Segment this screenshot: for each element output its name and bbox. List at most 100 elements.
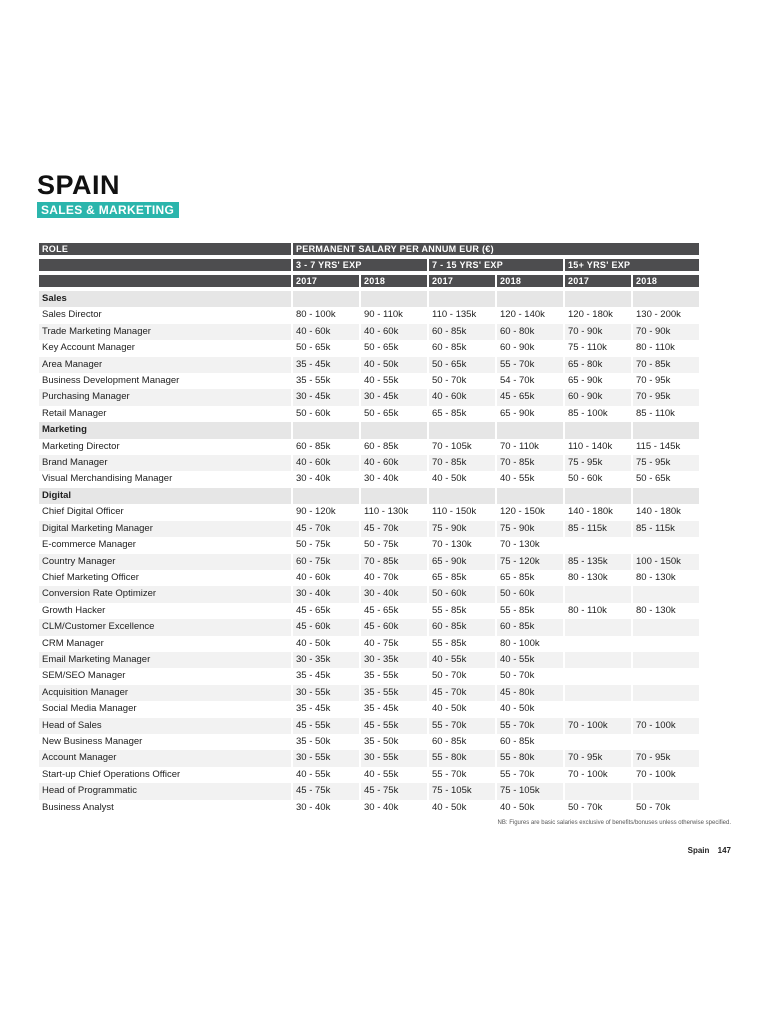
- table-row: Marketing Director 60 - 85k 60 - 85k 70 - 1…: [39, 438, 699, 456]
- salary-cell: 60 - 85k: [429, 340, 495, 357]
- salary-cell: 70 - 105k: [429, 438, 495, 456]
- table-row: Country Manager 60 - 75k 70 - 85k 65 - 90k 7…: [39, 553, 699, 570]
- experience-group-header: 3 - 7 YRS' EXP: [293, 259, 427, 271]
- salary-cell: 70 - 85k: [429, 455, 495, 472]
- salary-cell: 70 - 95k: [633, 373, 699, 390]
- table-row: CRM Manager 40 - 50k 40 - 75k 55 - 85k 80 - …: [39, 635, 699, 652]
- salary-cell: 45 - 70k: [361, 520, 427, 538]
- role-name: Purchasing Manager: [39, 389, 291, 406]
- salary-cell: 40 - 50k: [497, 799, 563, 816]
- year-header: 2018: [361, 275, 427, 287]
- salary-cell: [633, 586, 699, 603]
- role-name: Area Manager: [39, 356, 291, 374]
- table-row: Head of Sales 45 - 55k 45 - 55k 55 - 70k 55 …: [39, 717, 699, 734]
- salary-cell: [633, 422, 699, 439]
- category-row: Digital: [39, 487, 699, 505]
- role-name: Business Development Manager: [39, 373, 291, 390]
- salary-cell: 45 - 60k: [293, 619, 359, 636]
- salary-cell: 60 - 85k: [361, 438, 427, 456]
- salary-cell: [633, 651, 699, 669]
- salary-cell: [497, 291, 563, 308]
- table-row: Head of Programmatic 45 - 75k 45 - 75k 75 -…: [39, 783, 699, 800]
- salary-cell: 30 - 40k: [361, 471, 427, 488]
- salary-cell: 60 - 85k: [293, 438, 359, 456]
- salary-cell: 50 - 70k: [429, 373, 495, 390]
- salary-cell: 60 - 85k: [497, 733, 563, 751]
- salary-cell: 35 - 55k: [361, 668, 427, 685]
- salary-cell: 45 - 55k: [361, 717, 427, 734]
- salary-cell: 85 - 115k: [565, 520, 631, 538]
- salary-cell: [633, 635, 699, 652]
- salary-cell: 45 - 75k: [293, 783, 359, 800]
- salary-cell: 75 - 120k: [497, 553, 563, 570]
- salary-cell: 40 - 55k: [361, 373, 427, 390]
- role-name: CLM/Customer Excellence: [39, 619, 291, 636]
- table-row: Retail Manager 50 - 60k 50 - 65k 65 - 85k 65…: [39, 405, 699, 423]
- salary-cell: 70 - 100k: [633, 717, 699, 734]
- salary-cell: [565, 701, 631, 718]
- salary-cell: 55 - 70k: [429, 717, 495, 734]
- role-name: Trade Marketing Manager: [39, 323, 291, 341]
- salary-cell: 35 - 45k: [293, 356, 359, 374]
- salary-cell: 45 - 70k: [293, 520, 359, 538]
- salary-cell: 35 - 45k: [293, 701, 359, 718]
- table-row: Business Development Manager 35 - 55k 40 -…: [39, 373, 699, 390]
- salary-cell: 120 - 180k: [565, 307, 631, 324]
- salary-cell: 30 - 40k: [293, 799, 359, 816]
- salary-cell: [497, 422, 563, 439]
- salary-cell: 45 - 65k: [497, 389, 563, 406]
- salary-cell: 75 - 95k: [565, 455, 631, 472]
- salary-cell: 50 - 65k: [429, 356, 495, 374]
- salary-cell: 85 - 135k: [565, 553, 631, 570]
- salary-cell: [565, 783, 631, 800]
- salary-cell: 35 - 50k: [293, 733, 359, 751]
- salary-cell: 50 - 60k: [429, 586, 495, 603]
- salary-cell: 115 - 145k: [633, 438, 699, 456]
- salary-cell: [293, 487, 359, 505]
- salary-cell: [361, 422, 427, 439]
- salary-cell: 70 - 90k: [633, 323, 699, 341]
- salary-cell: 40 - 50k: [429, 471, 495, 488]
- salary-cell: 80 - 130k: [565, 569, 631, 587]
- salary-cell: 55 - 85k: [429, 602, 495, 620]
- role-name: CRM Manager: [39, 635, 291, 652]
- salary-cell: [429, 291, 495, 308]
- role-name: New Business Manager: [39, 733, 291, 751]
- category-label: Marketing: [39, 422, 291, 439]
- role-name: Email Marketing Manager: [39, 651, 291, 669]
- salary-table-body: Sales Sales Director 80 - 100k 90 - 110k 110…: [39, 291, 699, 816]
- role-name: SEM/SEO Manager: [39, 668, 291, 685]
- salary-cell: [633, 487, 699, 505]
- salary-cell: 70 - 95k: [565, 750, 631, 767]
- salary-cell: [633, 701, 699, 718]
- salary-cell: [429, 422, 495, 439]
- table-row: Account Manager 30 - 55k 30 - 55k 55 - 80k 5…: [39, 750, 699, 767]
- salary-cell: 40 - 55k: [497, 471, 563, 488]
- salary-cell: 80 - 130k: [633, 569, 699, 587]
- salary-cell: 65 - 90k: [497, 405, 563, 423]
- salary-cell: 60 - 85k: [429, 619, 495, 636]
- salary-cell: 55 - 80k: [429, 750, 495, 767]
- table-row: Visual Merchandising Manager 30 - 40k 30 -…: [39, 471, 699, 488]
- salary-cell: 35 - 45k: [293, 668, 359, 685]
- salary-cell: [565, 733, 631, 751]
- salary-cell: 40 - 50k: [497, 701, 563, 718]
- salary-cell: 85 - 115k: [633, 520, 699, 538]
- salary-cell: 55 - 70k: [497, 717, 563, 734]
- table-row: Sales Director 80 - 100k 90 - 110k 110 - 13…: [39, 307, 699, 324]
- role-name: Growth Hacker: [39, 602, 291, 620]
- salary-cell: 70 - 85k: [497, 455, 563, 472]
- salary-cell: 110 - 135k: [429, 307, 495, 324]
- salary-cell: 30 - 35k: [361, 651, 427, 669]
- salary-cell: 45 - 75k: [361, 783, 427, 800]
- role-name: Head of Sales: [39, 717, 291, 734]
- role-name: Conversion Rate Optimizer: [39, 586, 291, 603]
- salary-cell: 30 - 45k: [361, 389, 427, 406]
- salary-cell: 85 - 100k: [565, 405, 631, 423]
- salary-cell: 60 - 80k: [497, 323, 563, 341]
- salary-cell: 30 - 40k: [293, 586, 359, 603]
- salary-cell: 35 - 50k: [361, 733, 427, 751]
- table-row: Purchasing Manager 30 - 45k 30 - 45k 40 - 6…: [39, 389, 699, 406]
- salary-cell: 30 - 40k: [361, 586, 427, 603]
- category-label: Digital: [39, 487, 291, 505]
